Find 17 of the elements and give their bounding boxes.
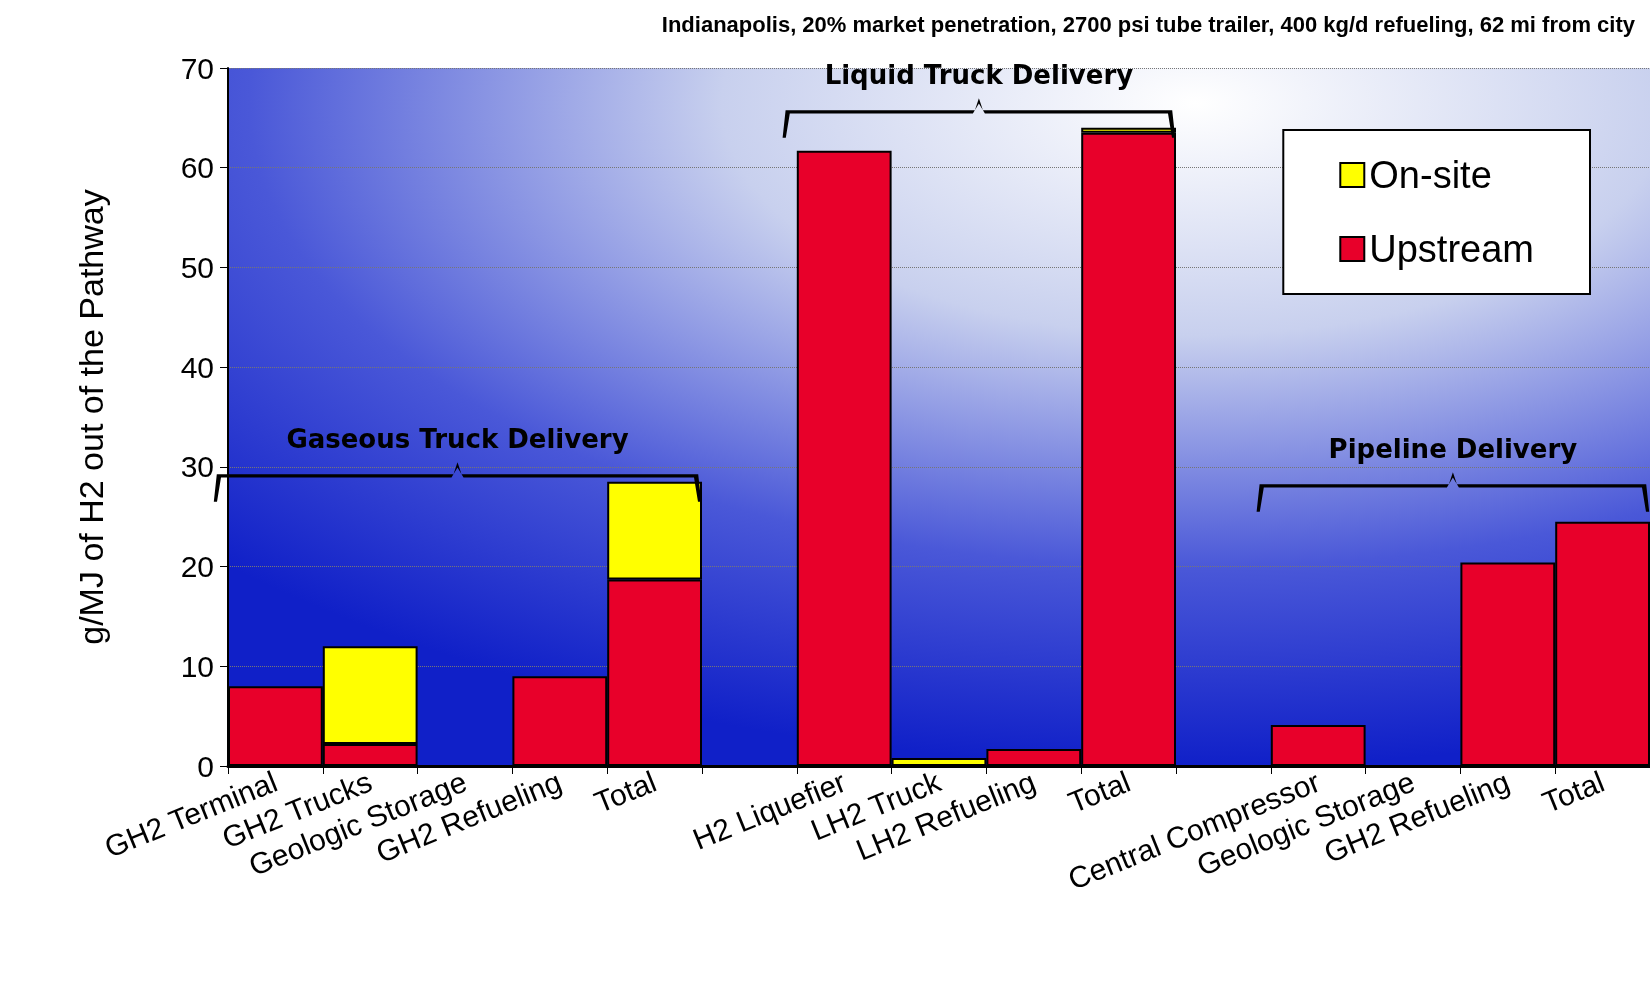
x-tick-label: Total: [1537, 764, 1609, 820]
y-axis-title: g/MJ of H2 out of the Pathway: [72, 189, 110, 645]
legend-label: Upstream: [1369, 228, 1535, 270]
y-tick-label: 70: [180, 51, 214, 85]
x-tick-label: Total: [589, 764, 661, 820]
annotation: Liquid Truck Delivery: [824, 59, 1134, 90]
y-tick-label: 40: [180, 350, 214, 384]
chart-title: Indianapolis, 20% market penetration, 2700 psi tube trailer, 400 kg/d refueling, 62 mi from city: [661, 11, 1636, 37]
y-tick-label: 60: [180, 151, 214, 185]
y-tick-label: 10: [180, 649, 214, 683]
x-tick-label: Total: [1063, 764, 1135, 820]
annotation: Pipeline Delivery: [1328, 433, 1578, 464]
y-tick-label: 20: [180, 550, 214, 584]
annotation: Gaseous Truck Delivery: [286, 423, 629, 454]
y-tick-label: 50: [180, 250, 214, 284]
legend-label: On-site: [1369, 154, 1492, 196]
y-tick-label: 30: [180, 450, 214, 484]
